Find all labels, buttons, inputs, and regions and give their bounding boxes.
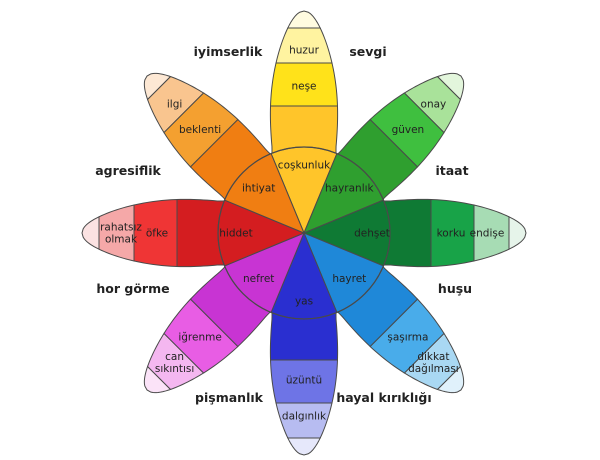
label-bottomright-1: dikkat dağılması	[408, 351, 459, 375]
petal-bottom-segment-2	[270, 359, 338, 404]
label-bottomleft-2: iğrenme	[178, 332, 221, 344]
petal-left	[81, 198, 225, 268]
label-right-2: korku	[437, 228, 466, 240]
petal-top-segment-1	[275, 27, 333, 64]
petal-topright-segment-2	[369, 92, 445, 168]
outer-label-itaat: itaat	[435, 163, 468, 178]
label-top-core: coşkunluk	[278, 160, 331, 172]
petal-bottom-segment-0	[286, 437, 322, 456]
petal-right	[383, 198, 527, 268]
petal-right-segment-1	[473, 204, 510, 262]
label-topright-core: hayranlık	[325, 182, 375, 194]
label-bottom-1: dalgınlık	[282, 411, 327, 423]
petal-topright-segment-0	[436, 72, 465, 101]
petal-bottomleft-segment-2	[163, 298, 239, 374]
petal-bottomleft-segment-3	[189, 266, 271, 348]
label-right-1: endişe	[470, 228, 505, 240]
label-top-2: neşe	[291, 81, 316, 93]
petal-left-segment-0	[81, 215, 100, 251]
label-topright-2: güven	[392, 124, 425, 136]
petal-topright-segment-1	[403, 76, 461, 134]
label-bottom-2: üzüntü	[286, 375, 322, 387]
label-topleft-1: ilgi	[167, 98, 182, 110]
petal-topleft-segment-0	[143, 72, 172, 101]
petal-top-segment-0	[286, 10, 322, 29]
petal-topleft-segment-1	[147, 76, 205, 134]
petal-bottomright-segment-0	[436, 365, 465, 394]
petal-bottom-segment-3	[269, 312, 339, 361]
petal-bottomright-segment-1	[403, 332, 461, 390]
petal-left-segment-2	[133, 199, 178, 267]
petal-bottomleft-segment-1	[147, 332, 205, 390]
outer-label-hayal-kirikligi: hayal kırıklığı	[336, 390, 431, 405]
petal-right-segment-2	[430, 199, 475, 267]
label-bottomright-2: şaşırma	[387, 332, 428, 344]
label-bottomleft-1: can sıkıntısı	[155, 351, 194, 375]
core-layer	[217, 146, 391, 320]
petal-right-segment-3	[383, 198, 432, 268]
petal-bottomleft	[143, 266, 271, 394]
label-left-1: rahatsız olmak	[100, 221, 142, 245]
label-topright-1: onay	[421, 98, 447, 110]
petal-bottomright	[337, 266, 465, 394]
outer-label-hor-gorme: hor görme	[96, 281, 169, 296]
outer-label-sevgi: sevgi	[349, 44, 386, 59]
outer-label-iyimserlik: iyimserlik	[194, 44, 263, 59]
label-bottomleft-core: nefret	[243, 273, 274, 285]
label-left-2: öfke	[146, 228, 168, 240]
label-right-core: dehşet	[354, 228, 390, 240]
label-topleft-2: beklenti	[179, 124, 221, 136]
petal-bottom	[269, 312, 339, 456]
petal-topleft-segment-2	[163, 92, 239, 168]
core-ring	[217, 146, 391, 320]
petal-bottomright-segment-3	[337, 266, 419, 348]
label-left-core: hiddet	[219, 228, 252, 240]
petal-bottomleft-segment-0	[143, 365, 172, 394]
petals-layer	[81, 10, 527, 456]
outer-label-pismanlik: pişmanlık	[195, 390, 264, 405]
label-bottom-core: yas	[295, 296, 313, 308]
outer-label-agresiflik: agresiflik	[95, 163, 161, 178]
petal-left-segment-1	[98, 204, 135, 262]
label-topleft-core: ihtiyat	[242, 182, 275, 194]
petal-topleft-segment-3	[189, 118, 271, 200]
petal-topright	[337, 72, 465, 200]
petal-top	[269, 10, 339, 154]
petal-top-segment-2	[270, 62, 338, 107]
petal-topright-segment-3	[337, 118, 419, 200]
petal-left-segment-3	[176, 198, 225, 268]
petal-top-segment-3	[269, 105, 339, 154]
labels-layer: huzur neşe coşkunluk onay güven hayranlık endi…	[100, 45, 504, 423]
petal-right-segment-0	[508, 215, 527, 251]
petal-bottom-segment-1	[275, 402, 333, 439]
petal-bottomright-segment-2	[369, 298, 445, 374]
label-top-1: huzur	[289, 45, 319, 57]
petal-topleft	[143, 72, 271, 200]
outer-label-husu: huşu	[438, 281, 472, 296]
label-bottomright-core: hayret	[332, 273, 366, 285]
